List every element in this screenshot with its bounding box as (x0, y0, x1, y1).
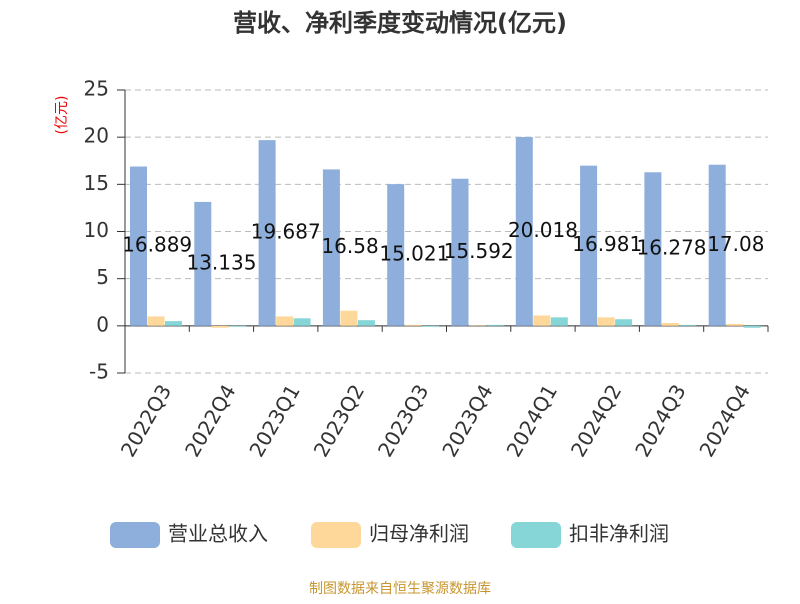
bar (487, 325, 504, 326)
x-tick-label: 2024Q4 (694, 380, 754, 461)
x-tick-label: 2022Q3 (116, 380, 176, 461)
y-tick-label: 0 (96, 312, 109, 336)
bar (726, 324, 743, 326)
data-label: 20.018 (508, 218, 578, 242)
bar (551, 317, 568, 325)
bar (679, 325, 696, 326)
y-tick-label: 15 (84, 171, 109, 195)
legend-label: 归母净利润 (369, 522, 469, 546)
x-tick-label: 2023Q2 (309, 380, 369, 461)
data-label: 16.981 (572, 232, 642, 256)
x-tick-label: 2022Q4 (180, 380, 240, 461)
source-note: 制图数据来自恒生聚源数据库 (309, 581, 491, 597)
y-tick-label: 5 (96, 265, 109, 289)
bar (405, 325, 422, 326)
bar (422, 326, 439, 327)
legend-swatch (511, 522, 561, 548)
data-label: 15.592 (444, 239, 514, 263)
bar (615, 319, 632, 326)
x-tick-label: 2023Q4 (437, 380, 497, 461)
y-axis-label: (亿元) (54, 96, 70, 135)
bar (229, 326, 246, 327)
y-tick-label: 20 (84, 124, 109, 148)
data-label: 16.889 (122, 233, 192, 257)
chart-title: 营收、净利季度变动情况(亿元) (233, 9, 567, 37)
bar (662, 323, 679, 326)
data-label: 19.687 (251, 219, 321, 243)
x-tick-label: 2023Q1 (244, 380, 304, 461)
x-tick-label: 2024Q3 (630, 380, 690, 461)
y-tick-label: -5 (89, 360, 109, 384)
bar (533, 315, 550, 325)
bar (212, 326, 229, 328)
bar (294, 318, 311, 326)
bar (358, 320, 375, 326)
bar (276, 316, 293, 325)
bar (598, 317, 615, 325)
x-tick-label: 2024Q2 (566, 380, 626, 461)
y-tick-label: 25 (84, 77, 109, 101)
data-label: 16.58 (321, 234, 378, 258)
data-label: 13.135 (186, 250, 256, 274)
x-tick-label: 2023Q3 (373, 380, 433, 461)
legend-swatch (110, 522, 160, 548)
data-label: 17.08 (707, 232, 764, 256)
data-label: 16.278 (637, 236, 707, 260)
legend-swatch (311, 522, 361, 548)
data-label: 15.021 (379, 241, 449, 265)
legend-label: 扣非净利润 (569, 522, 669, 546)
x-tick-label: 2024Q1 (502, 380, 562, 461)
bar (148, 316, 165, 325)
bar (165, 321, 182, 326)
bar (340, 311, 357, 326)
legend-label: 营业总收入 (168, 522, 268, 546)
bar (744, 326, 761, 328)
y-tick-label: 10 (84, 218, 109, 242)
